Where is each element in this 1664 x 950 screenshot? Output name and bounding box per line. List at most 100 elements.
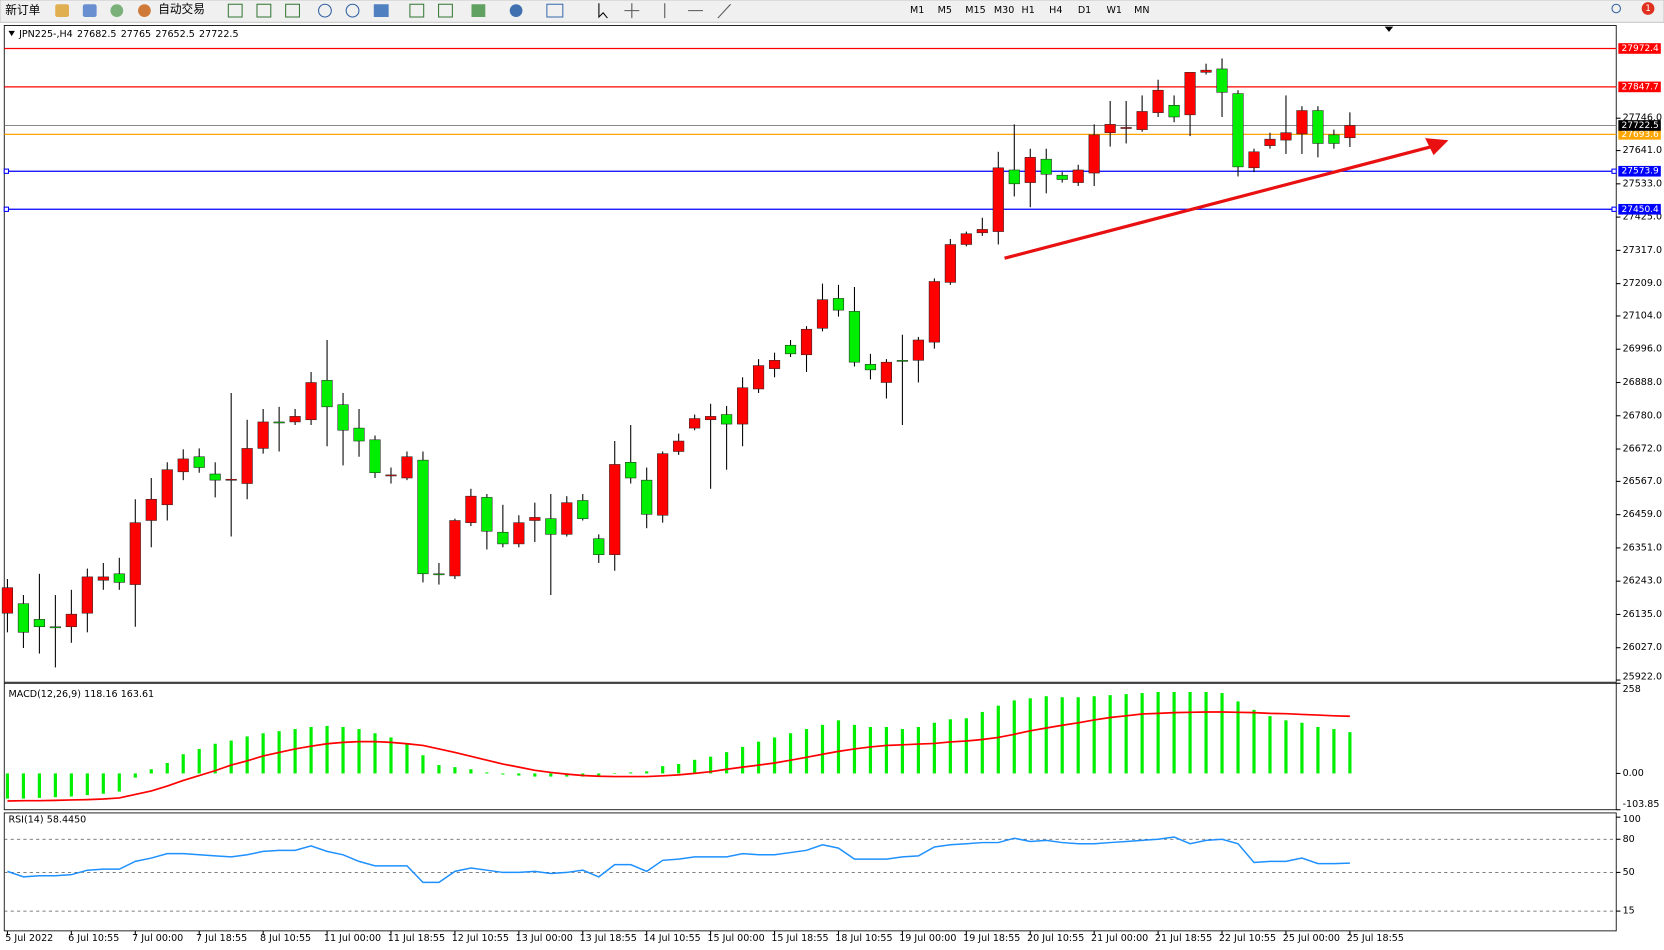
search-icon[interactable] <box>1611 3 1621 14</box>
macd-histogram-bar <box>421 755 425 774</box>
y-tick-label: 27317.0 <box>1623 245 1662 256</box>
y-tick-label: 15 <box>1623 906 1635 917</box>
candle-body <box>65 613 77 628</box>
macd-histogram-bar <box>1348 732 1352 774</box>
timeframe-button[interactable]: M15 <box>965 5 985 16</box>
y-tick-label: 100 <box>1623 814 1641 825</box>
candle-body <box>161 469 173 506</box>
icon[interactable] <box>227 3 243 18</box>
y-tick-label: 27425.0 <box>1623 212 1662 223</box>
macd-histogram-bar <box>453 767 457 774</box>
macd-histogram-bar <box>549 773 553 777</box>
timeframe-button[interactable]: M30 <box>994 5 1014 16</box>
y-tick-label: 27209.0 <box>1623 278 1662 289</box>
macd-histogram-bar <box>117 773 121 792</box>
cursor-tool[interactable] <box>598 3 608 19</box>
candle-body <box>1040 158 1052 175</box>
icon[interactable] <box>409 3 425 18</box>
toolbar: 新订单 自动交易 M1 M5 M15 M30 H1 H4 D1 W1 MN 1 <box>0 0 1664 23</box>
candle-body <box>641 479 653 515</box>
icon[interactable] <box>110 4 124 18</box>
macd-histogram-bar <box>613 773 617 774</box>
candle-body <box>561 502 573 535</box>
candle-body <box>1 587 14 614</box>
macd-histogram-bar <box>1204 692 1208 774</box>
auto-trading-button[interactable]: 自动交易 <box>158 2 205 16</box>
timeframe-button[interactable]: M1 <box>910 5 924 16</box>
macd-histogram-bar <box>629 772 633 774</box>
macd-histogram-bar <box>293 729 297 774</box>
candle-body <box>864 364 877 371</box>
x-tick-label: 8 Jul 10:55 <box>260 933 311 944</box>
candle-body <box>1136 111 1148 130</box>
macd-histogram-bar <box>389 737 393 774</box>
icon[interactable] <box>546 3 564 18</box>
rsi-header: RSI(14) 58.4450 <box>8 814 86 825</box>
x-tick-label: 19 Jul 00:00 <box>899 933 956 944</box>
icon[interactable] <box>285 3 300 18</box>
candle-body <box>193 456 205 468</box>
y-tick-label: 26243.0 <box>1623 576 1662 587</box>
macd-histogram-bar <box>1012 700 1016 774</box>
icon[interactable] <box>438 3 453 18</box>
icon[interactable] <box>256 3 272 18</box>
macd-histogram-bar <box>1108 695 1112 774</box>
icon[interactable] <box>318 3 332 18</box>
candle-body <box>529 517 541 521</box>
macd-histogram-bar <box>804 729 809 774</box>
icon[interactable] <box>138 4 151 18</box>
timeframe-button[interactable]: H1 <box>1022 5 1035 16</box>
icon[interactable] <box>373 4 389 18</box>
macd-histogram-bar <box>645 771 649 774</box>
candle-body <box>449 520 461 577</box>
y-tick-label: 26459.0 <box>1623 509 1662 520</box>
timeframe-button[interactable]: H4 <box>1049 5 1062 16</box>
macd-histogram-bar <box>261 733 265 774</box>
x-tick-label: 14 Jul 10:55 <box>644 933 701 944</box>
macd-histogram-bar <box>1268 716 1272 774</box>
y-tick-label: 25922.0 <box>1623 671 1662 682</box>
line-handle <box>3 206 10 212</box>
icon[interactable] <box>345 3 360 18</box>
candle-body <box>1248 151 1260 169</box>
candle-body <box>689 418 701 429</box>
x-tick-label: 13 Jul 18:55 <box>580 933 637 944</box>
icon[interactable] <box>55 4 70 18</box>
candle-body <box>1088 134 1100 174</box>
candle-body <box>289 416 301 423</box>
new-order-button[interactable]: 新订单 <box>5 3 40 17</box>
candle-body <box>752 365 765 390</box>
macd-histogram-bar <box>1060 697 1064 774</box>
symbol: JPN225-,H4 <box>18 29 73 40</box>
y-tick-label: 50 <box>1623 867 1635 878</box>
icon[interactable] <box>82 4 97 18</box>
icon[interactable] <box>471 4 486 18</box>
timeframe-button[interactable]: M5 <box>938 5 952 16</box>
x-tick-label: 22 Jul 10:55 <box>1219 933 1276 944</box>
toolbar-bg <box>0 0 1664 23</box>
price-label-bg <box>1618 81 1661 93</box>
panel-frame <box>3 25 1617 683</box>
macd-histogram-bar <box>1044 696 1048 774</box>
y-tick-label: 26351.0 <box>1623 542 1662 553</box>
timeframe-bar: M1 M5 M15 M30 H1 H4 D1 W1 MN <box>910 5 1149 16</box>
x-tick-label: 15 Jul 18:55 <box>771 933 828 944</box>
y-tick-label: 26672.0 <box>1623 444 1662 455</box>
timeframe-button[interactable]: D1 <box>1078 5 1091 16</box>
draw-tools[interactable] <box>664 3 731 19</box>
candle-body <box>800 328 813 356</box>
notification-badge[interactable] <box>1641 2 1655 15</box>
price-label: 27573.9 <box>1622 167 1660 177</box>
candle-body <box>1024 157 1036 183</box>
candle-body <box>832 298 845 311</box>
candle-body <box>896 360 908 362</box>
x-tick-label: 6 Jul 10:55 <box>68 933 119 944</box>
timeframe-button[interactable]: W1 <box>1107 5 1123 16</box>
icon[interactable] <box>509 4 523 18</box>
candle-body <box>768 360 781 369</box>
timeframe-button[interactable]: MN <box>1134 5 1149 16</box>
crosshair-tool[interactable] <box>624 3 640 19</box>
macd-histogram-bar <box>884 726 889 774</box>
macd-histogram-bar <box>501 773 505 775</box>
